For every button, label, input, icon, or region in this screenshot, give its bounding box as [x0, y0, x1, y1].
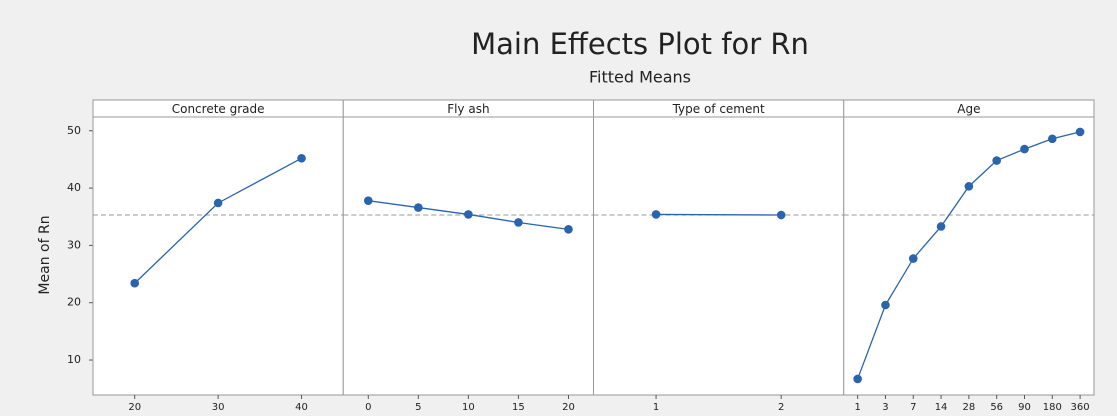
point	[881, 300, 890, 310]
effect-line	[656, 213, 782, 216]
panel-title: Age	[957, 102, 980, 116]
point	[514, 218, 523, 227]
point	[936, 222, 946, 231]
point	[213, 198, 223, 208]
point	[776, 210, 786, 220]
point	[964, 182, 974, 191]
y-axis-label: Mean of Rn	[37, 215, 53, 294]
x-tick-label: 3	[882, 402, 888, 413]
x-tick-label: 14	[935, 402, 948, 413]
point	[130, 278, 140, 288]
x-tick-label: 5	[415, 402, 421, 413]
x-tick-label: 15	[512, 402, 525, 413]
point	[464, 210, 473, 219]
x-tick-label: 56	[990, 402, 1003, 413]
point	[992, 156, 1001, 165]
x-tick-label: 30	[212, 402, 225, 413]
x-tick-label: 90	[1018, 402, 1031, 413]
point	[414, 203, 423, 212]
x-tick-label: 40	[295, 402, 308, 413]
point	[1047, 134, 1057, 144]
panel-title: Concrete grade	[172, 102, 265, 116]
x-tick-label: 20	[562, 402, 575, 413]
x-tick-label: 180	[1043, 402, 1062, 413]
x-tick-label: 0	[365, 402, 371, 413]
panel-title: Type of cement	[672, 102, 765, 116]
point	[564, 225, 573, 234]
panel	[342, 116, 594, 396]
x-tick-label: 20	[128, 402, 141, 413]
point	[853, 374, 862, 384]
panel	[843, 116, 1095, 396]
chart-title: Main Effects Plot for Rn	[471, 27, 809, 61]
point	[1075, 127, 1085, 137]
point	[297, 153, 306, 163]
point	[908, 254, 918, 263]
panel	[92, 116, 344, 396]
chart-subtitle: Fitted Means	[589, 68, 691, 87]
x-tick-label: 1	[854, 402, 860, 413]
y-tick-label: 10	[67, 353, 81, 366]
x-tick-label: 360	[1071, 402, 1090, 413]
x-tick-label: 2	[778, 402, 784, 413]
panel-header	[843, 99, 1095, 118]
y-tick-label: 30	[67, 238, 81, 251]
point	[1020, 144, 1029, 154]
x-tick-label: 28	[963, 402, 976, 413]
point	[651, 210, 661, 219]
panel-title: Fly ash	[447, 102, 489, 116]
x-tick-label: 1	[653, 402, 659, 413]
y-tick-label: 20	[67, 296, 81, 309]
panel	[593, 116, 845, 396]
y-tick-label: 50	[67, 124, 81, 137]
y-tick-label: 40	[67, 181, 81, 194]
point	[363, 196, 373, 205]
x-tick-label: 10	[462, 402, 475, 413]
x-tick-label: 7	[910, 402, 916, 413]
